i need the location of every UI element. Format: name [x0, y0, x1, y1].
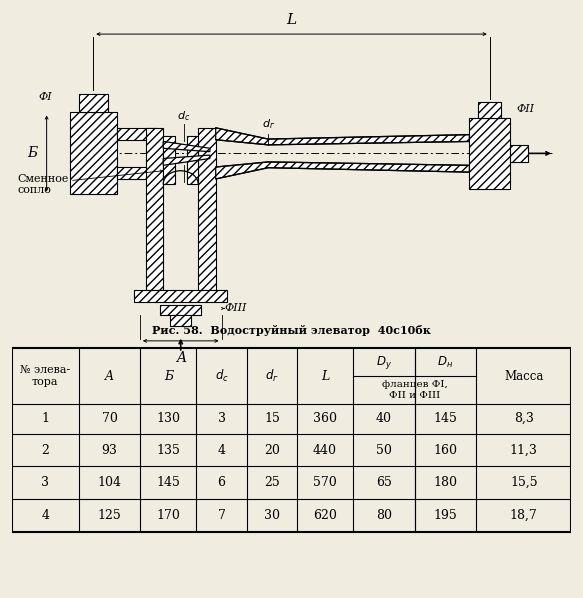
Polygon shape: [163, 155, 210, 165]
Text: $d_c$: $d_c$: [177, 109, 190, 123]
Text: 11,3: 11,3: [510, 444, 538, 457]
Text: 145: 145: [156, 476, 180, 489]
Text: $D_y$: $D_y$: [376, 353, 392, 371]
Bar: [117, 128, 157, 140]
Text: 130: 130: [156, 412, 180, 425]
Text: Масса: Масса: [504, 370, 543, 383]
Text: 160: 160: [433, 444, 458, 457]
Text: ФII: ФII: [516, 104, 534, 114]
Text: 620: 620: [313, 509, 337, 522]
Text: $d_г$: $d_г$: [262, 117, 275, 130]
Text: 15,5: 15,5: [510, 476, 538, 489]
Text: 15: 15: [264, 412, 280, 425]
Text: ФI: ФI: [39, 92, 52, 102]
Bar: [117, 140, 157, 167]
Text: 50: 50: [376, 444, 392, 457]
Bar: [510, 145, 528, 162]
Polygon shape: [216, 128, 469, 145]
Bar: [117, 167, 157, 179]
Text: A: A: [175, 351, 186, 365]
Bar: [134, 290, 227, 301]
Bar: [469, 118, 510, 189]
Text: 195: 195: [434, 509, 457, 522]
Text: 93: 93: [101, 444, 118, 457]
Text: $D_н$: $D_н$: [437, 355, 454, 370]
Text: 40: 40: [376, 412, 392, 425]
Bar: [187, 136, 198, 184]
Bar: [160, 305, 201, 315]
Text: Б: Б: [164, 370, 173, 383]
Text: 4: 4: [41, 509, 49, 522]
Bar: [170, 315, 191, 325]
Text: 360: 360: [313, 412, 337, 425]
Bar: [146, 128, 163, 290]
Text: фланцев ФI,
ФII и ФIII: фланцев ФI, ФII и ФIII: [382, 380, 448, 399]
Text: 440: 440: [313, 444, 337, 457]
Polygon shape: [163, 142, 210, 152]
Bar: [70, 112, 117, 194]
Bar: [198, 128, 216, 290]
Text: 6: 6: [217, 476, 226, 489]
Text: 1: 1: [41, 412, 49, 425]
Text: 170: 170: [156, 509, 180, 522]
Text: A: A: [105, 370, 114, 383]
Polygon shape: [216, 162, 469, 179]
Bar: [478, 102, 501, 118]
Text: 20: 20: [264, 444, 280, 457]
Text: 4: 4: [217, 444, 226, 457]
Bar: [79, 94, 108, 112]
Polygon shape: [216, 140, 469, 167]
Text: 104: 104: [97, 476, 122, 489]
Text: 125: 125: [98, 509, 121, 522]
Text: 7: 7: [217, 509, 226, 522]
Text: 18,7: 18,7: [510, 509, 538, 522]
Text: 180: 180: [433, 476, 458, 489]
Bar: [163, 136, 175, 184]
Text: L: L: [321, 370, 329, 383]
Text: 3: 3: [41, 476, 49, 489]
Text: 8,3: 8,3: [514, 412, 533, 425]
Text: ФIII: ФIII: [224, 303, 247, 313]
Text: 25: 25: [264, 476, 280, 489]
Text: $d_г$: $d_г$: [265, 368, 279, 384]
Text: 145: 145: [434, 412, 457, 425]
Text: L: L: [286, 13, 297, 28]
Text: № элева-
тора: № элева- тора: [20, 365, 71, 387]
Text: 2: 2: [41, 444, 49, 457]
Text: 30: 30: [264, 509, 280, 522]
Text: 3: 3: [217, 412, 226, 425]
Text: Б: Б: [27, 147, 38, 160]
Text: Сменное
сопло: Сменное сопло: [17, 174, 69, 196]
Text: 70: 70: [101, 412, 118, 425]
Text: 65: 65: [376, 476, 392, 489]
Text: 135: 135: [156, 444, 180, 457]
Text: 80: 80: [376, 509, 392, 522]
Text: $d_c$: $d_c$: [215, 368, 229, 384]
Text: 570: 570: [313, 476, 337, 489]
Text: Рис. 58.  Водоструйный элеватор  40с10бк: Рис. 58. Водоструйный элеватор 40с10бк: [152, 325, 431, 336]
